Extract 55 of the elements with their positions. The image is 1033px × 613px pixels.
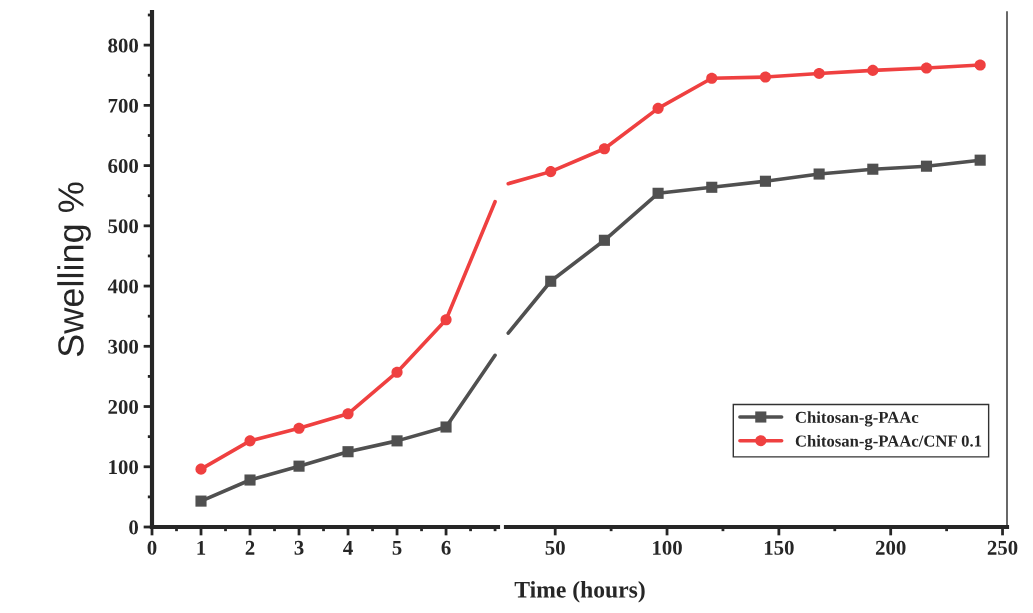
x-tick-label: 4 [343,540,353,555]
x-tick-label: 3 [294,540,304,555]
point [867,64,879,76]
x-tick-label: 6 [441,540,451,555]
point [195,495,207,507]
point [545,275,557,287]
x-tick-label: 2 [245,540,255,555]
x-tick-label: 150 [764,540,794,555]
x-tick-label: 200 [875,540,906,555]
point [652,102,664,114]
point [293,422,305,434]
x-tick-label: 0 [147,540,157,555]
x-tick-label: 1 [197,540,206,555]
point [440,421,452,433]
x-tick-label: 100 [653,540,682,555]
y-tick-label: 800 [108,38,139,53]
point [759,71,771,83]
point [293,460,305,472]
point [244,474,256,486]
x-tick-label: 50 [545,540,565,555]
point [813,168,825,180]
x-tick-label: 250 [987,540,1018,555]
point [867,163,879,175]
x-tick-label: 5 [392,541,402,555]
point [342,446,354,458]
point [813,67,825,79]
y-tick-label: 100 [109,460,139,475]
legend-label: Chitosan-g-PAAc [795,411,919,427]
y-axis-title: Swelling % [57,182,91,357]
point [440,314,452,326]
point [598,234,610,246]
point [652,187,664,199]
x-axis-title: Time (hours) [514,581,645,603]
point [974,154,986,166]
point [244,435,256,447]
point [342,408,354,420]
y-tick-label: 400 [107,279,139,294]
y-tick-label: 600 [108,158,139,174]
point [974,59,986,71]
point [391,435,403,447]
point [195,463,207,475]
point [920,160,933,172]
y-tick-label: 200 [108,399,139,414]
point [598,143,610,155]
point [391,366,403,378]
point [706,72,718,84]
y-tick-label: 300 [108,339,139,354]
point [706,181,718,193]
point [920,62,933,74]
point [759,175,771,187]
y-tick-label: 500 [108,219,139,234]
legend-label: Chitosan-g-PAAc/CNF 0.1 [795,434,982,451]
point [545,166,557,178]
y-tick-label: 0 [129,520,139,535]
y-tick-label: 700 [108,98,139,113]
